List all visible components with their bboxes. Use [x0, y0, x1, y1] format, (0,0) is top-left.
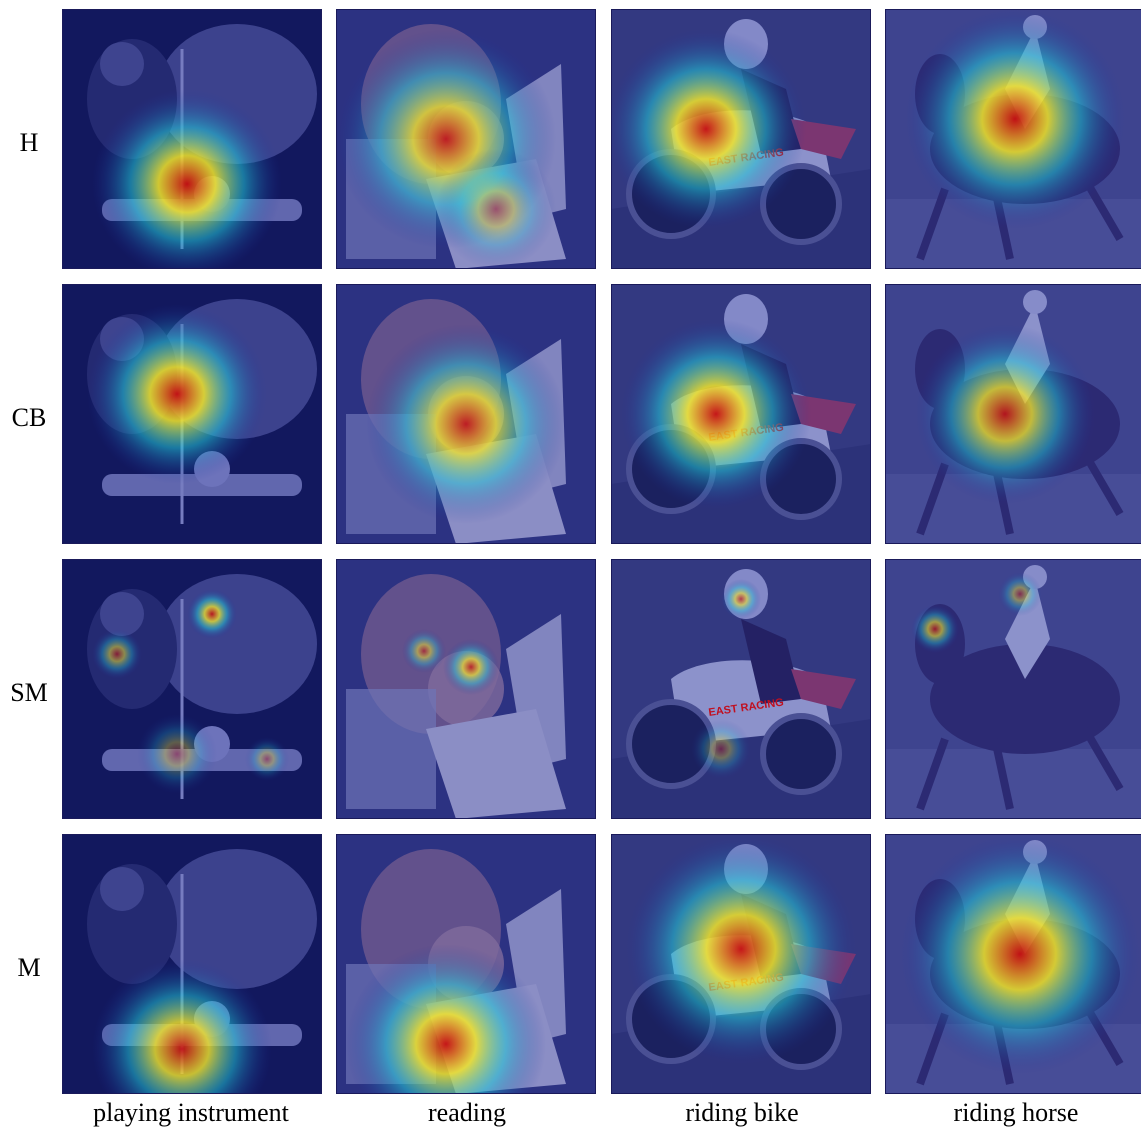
scene-image-riding-horse — [885, 9, 1141, 269]
attention-blob — [137, 714, 217, 794]
scene-image-riding-horse — [885, 559, 1141, 819]
heatmap-cb-playing-instrument — [62, 284, 322, 544]
attention-blob — [245, 737, 289, 781]
attention-blob — [366, 324, 566, 524]
heatmap-h-riding-bike: EAST RACING — [611, 9, 871, 269]
attention-blob — [92, 629, 142, 679]
attention-blob — [87, 304, 267, 484]
row-label-cb: CB — [11, 403, 47, 432]
row-label-m: M — [17, 953, 41, 982]
attention-blob — [92, 89, 282, 269]
attention-blob — [402, 629, 446, 673]
heatmap-cb-reading — [336, 284, 596, 544]
attention-blob — [998, 572, 1042, 616]
scene-image-riding-bike: EAST RACING — [611, 284, 871, 544]
attention-blob — [443, 639, 499, 695]
scene-image-playing-instrument — [62, 284, 322, 544]
attention-blob — [436, 149, 556, 269]
scene-image-playing-instrument — [62, 9, 322, 269]
scene-image-riding-bike: EAST RACING — [611, 9, 871, 269]
heatmap-cb-riding-bike: EAST RACING — [611, 284, 871, 544]
heatmap-h-riding-horse — [885, 9, 1141, 269]
attention-blob — [911, 605, 959, 653]
scene-image-reading — [336, 834, 596, 1094]
heatmap-m-reading — [336, 834, 596, 1094]
column-label-riding-bike: riding bike — [685, 1098, 799, 1127]
heatmap-m-riding-bike: EAST RACING — [611, 834, 871, 1094]
scene-image-riding-horse — [885, 284, 1141, 544]
scene-image-reading — [336, 559, 596, 819]
scene-image-riding-horse — [885, 834, 1141, 1094]
scene-image-playing-instrument — [62, 834, 322, 1094]
attention-blob — [900, 834, 1140, 1074]
attention-blob — [915, 324, 1095, 504]
heatmap-m-riding-horse — [885, 834, 1141, 1094]
row-label-h: H — [19, 128, 39, 157]
scene-image-riding-bike: EAST RACING — [611, 834, 871, 1094]
heatmap-sm-playing-instrument — [62, 559, 322, 819]
scene-image-riding-bike: EAST RACING — [611, 559, 871, 819]
scene-image-playing-instrument — [62, 559, 322, 819]
heatmap-sm-riding-horse — [885, 559, 1141, 819]
scene-image-reading — [336, 9, 596, 269]
scene-image-reading — [336, 284, 596, 544]
heatmap-sm-riding-bike: EAST RACING — [611, 559, 871, 819]
heatmap-cb-riding-horse — [885, 284, 1141, 544]
column-label-playing-instrument: playing instrument — [93, 1098, 289, 1127]
attention-blob — [721, 579, 761, 619]
heatmap-sm-reading — [336, 559, 596, 819]
attention-blob — [346, 944, 546, 1094]
attention-blob — [611, 29, 806, 229]
row-label-sm: SM — [10, 678, 48, 707]
attention-blob — [905, 9, 1125, 229]
attention-blob — [626, 834, 856, 1064]
column-label-reading: reading — [428, 1098, 506, 1127]
heatmap-h-reading — [336, 9, 596, 269]
attention-blob — [187, 589, 237, 639]
attention-blob — [621, 319, 811, 509]
attention-blob — [92, 959, 272, 1094]
heatmap-m-playing-instrument — [62, 834, 322, 1094]
column-label-riding-horse: riding horse — [953, 1098, 1079, 1127]
attention-blob — [691, 719, 751, 779]
heatmap-h-playing-instrument — [62, 9, 322, 269]
